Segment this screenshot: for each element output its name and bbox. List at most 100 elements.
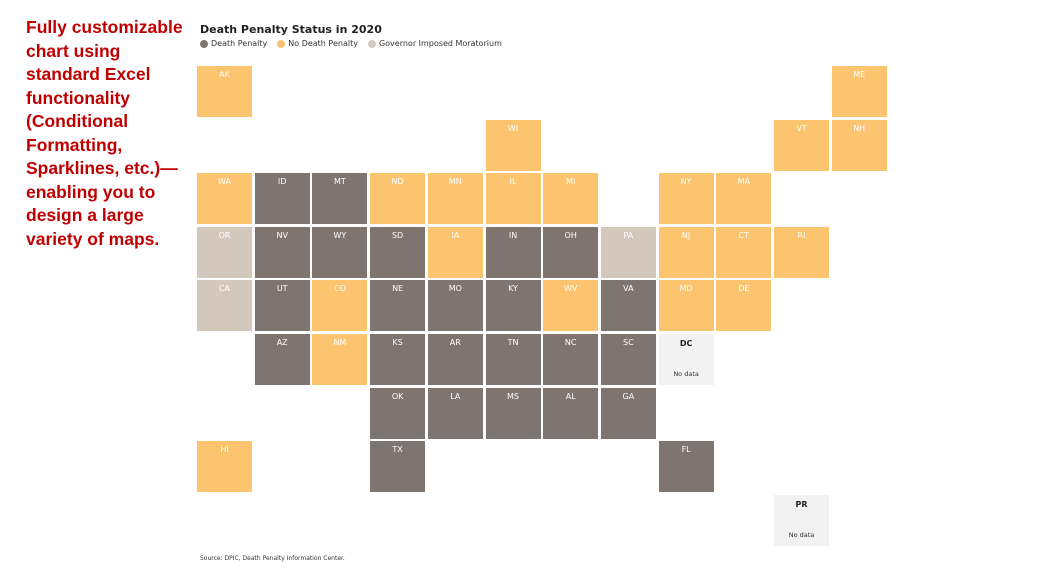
state-code: WI xyxy=(507,123,519,133)
state-code: UT xyxy=(276,284,288,294)
state-tile-tx: TX xyxy=(370,441,426,493)
state-code: NY xyxy=(680,177,692,187)
state-code: NC xyxy=(564,338,577,347)
state-tile-nc: NC xyxy=(543,334,599,385)
state-code: RI xyxy=(797,230,806,240)
state-tile-pa: PA xyxy=(600,226,656,278)
state-tile-or: OR xyxy=(197,226,252,278)
state-code: OK xyxy=(391,391,404,401)
state-code: IA xyxy=(451,230,460,240)
state-code: WV xyxy=(563,284,578,294)
state-code: MT xyxy=(333,177,346,187)
state-tile-la: LA xyxy=(427,387,483,439)
state-code: NE xyxy=(392,284,404,294)
state-tile-ca: CA xyxy=(197,280,252,332)
state-tile-hi: HI xyxy=(197,441,252,493)
state-tile-ak: AK xyxy=(197,66,252,117)
state-tile-sc: SC xyxy=(600,334,656,385)
state-code: AR xyxy=(449,338,461,347)
state-code: LA xyxy=(450,391,461,401)
state-code: CT xyxy=(738,230,750,240)
state-code: WA xyxy=(218,177,231,187)
state-tile-dc: DC No data xyxy=(658,334,714,385)
legend-swatch-moratorium xyxy=(367,39,376,48)
state-code: DC xyxy=(679,339,693,348)
state-tile-ky: KY xyxy=(485,280,541,332)
legend-item-death-penalty: Death Penalty xyxy=(200,39,267,48)
state-code: WY xyxy=(333,230,347,240)
state-tile-wi: WI xyxy=(485,119,541,171)
state-tile-wy: WY xyxy=(312,226,368,278)
state-tile-nv: NV xyxy=(254,226,310,278)
state-code: SD xyxy=(391,230,404,240)
state-code: MN xyxy=(448,177,462,187)
state-code: PR xyxy=(795,499,808,509)
no-data-label: No data xyxy=(788,530,815,539)
state-code: OR xyxy=(218,230,231,240)
state-tile-ar: AR xyxy=(427,334,483,385)
legend-label: Governor Imposed Moratorium xyxy=(378,39,502,48)
legend-item-no-death-penalty: No Death Penalty xyxy=(277,39,358,48)
state-code: KS xyxy=(392,338,403,347)
state-tile-me: ME xyxy=(831,66,887,117)
state-tile-mn: MN xyxy=(427,173,483,225)
source-note: Source: DPIC, Death Penalty Information … xyxy=(200,555,345,562)
state-code: ID xyxy=(277,177,287,187)
state-code: FL xyxy=(681,445,691,455)
state-tile-tn: TN xyxy=(485,334,541,385)
state-code: OH xyxy=(564,230,577,240)
state-tile-ut: UT xyxy=(254,280,310,332)
state-tile-wa: WA xyxy=(197,173,252,225)
state-code: DE xyxy=(738,284,750,294)
map-title: Death Penalty Status in 2020 xyxy=(200,23,382,36)
state-tile-nh: NH xyxy=(831,119,887,171)
state-tile-ms: MS xyxy=(485,387,541,439)
state-tile-de: DE xyxy=(716,280,772,332)
state-code: NV xyxy=(276,230,288,240)
side-note: Fully customizable chart using standard … xyxy=(26,17,183,249)
state-tile-az: AZ xyxy=(254,334,310,385)
state-tile-in: IN xyxy=(485,226,541,278)
state-tile-ok: OK xyxy=(370,387,426,439)
state-code: GA xyxy=(622,391,635,401)
state-tile-va: VA xyxy=(600,280,656,332)
state-code: NM xyxy=(333,338,347,347)
state-tile-id: ID xyxy=(254,173,310,225)
state-code: AK xyxy=(219,70,230,79)
state-code: ME xyxy=(853,70,866,79)
state-tile-ct: CT xyxy=(716,226,772,278)
state-code: KY xyxy=(508,284,518,294)
state-code: MD xyxy=(679,284,693,294)
state-tile-vt: VT xyxy=(774,119,829,171)
state-tile-wv: WV xyxy=(543,280,599,332)
state-code: IN xyxy=(508,230,518,240)
state-code: ND xyxy=(391,177,404,187)
state-tile-ks: KS xyxy=(370,334,426,385)
state-tile-oh: OH xyxy=(543,226,599,278)
state-code: AZ xyxy=(276,338,288,347)
legend: Death Penalty No Death Penalty Governor … xyxy=(200,39,502,48)
no-data-label: No data xyxy=(673,370,699,378)
state-code: MS xyxy=(507,391,519,401)
state-tile-ma: MA xyxy=(716,173,772,225)
state-code: NH xyxy=(853,123,866,133)
state-tile-sd: SD xyxy=(370,226,426,278)
state-code: PA xyxy=(623,230,634,240)
state-code: CO xyxy=(333,284,346,294)
state-code: IL xyxy=(509,177,517,187)
legend-label: No Death Penalty xyxy=(288,39,358,48)
state-code: HI xyxy=(220,445,229,455)
legend-item-moratorium: Governor Imposed Moratorium xyxy=(367,39,502,48)
state-tile-ne: NE xyxy=(370,280,426,332)
state-tile-mt: MT xyxy=(312,173,368,225)
state-tile-ga: GA xyxy=(600,387,656,439)
state-code: VA xyxy=(623,284,634,294)
state-tile-il: IL xyxy=(485,173,541,225)
state-tile-nj: NJ xyxy=(658,226,714,278)
legend-swatch-death-penalty xyxy=(200,39,208,48)
state-code: MI xyxy=(566,177,576,187)
state-tile-al: AL xyxy=(543,387,599,439)
state-tile-fl: FL xyxy=(658,441,714,493)
state-code: NJ xyxy=(681,230,691,240)
